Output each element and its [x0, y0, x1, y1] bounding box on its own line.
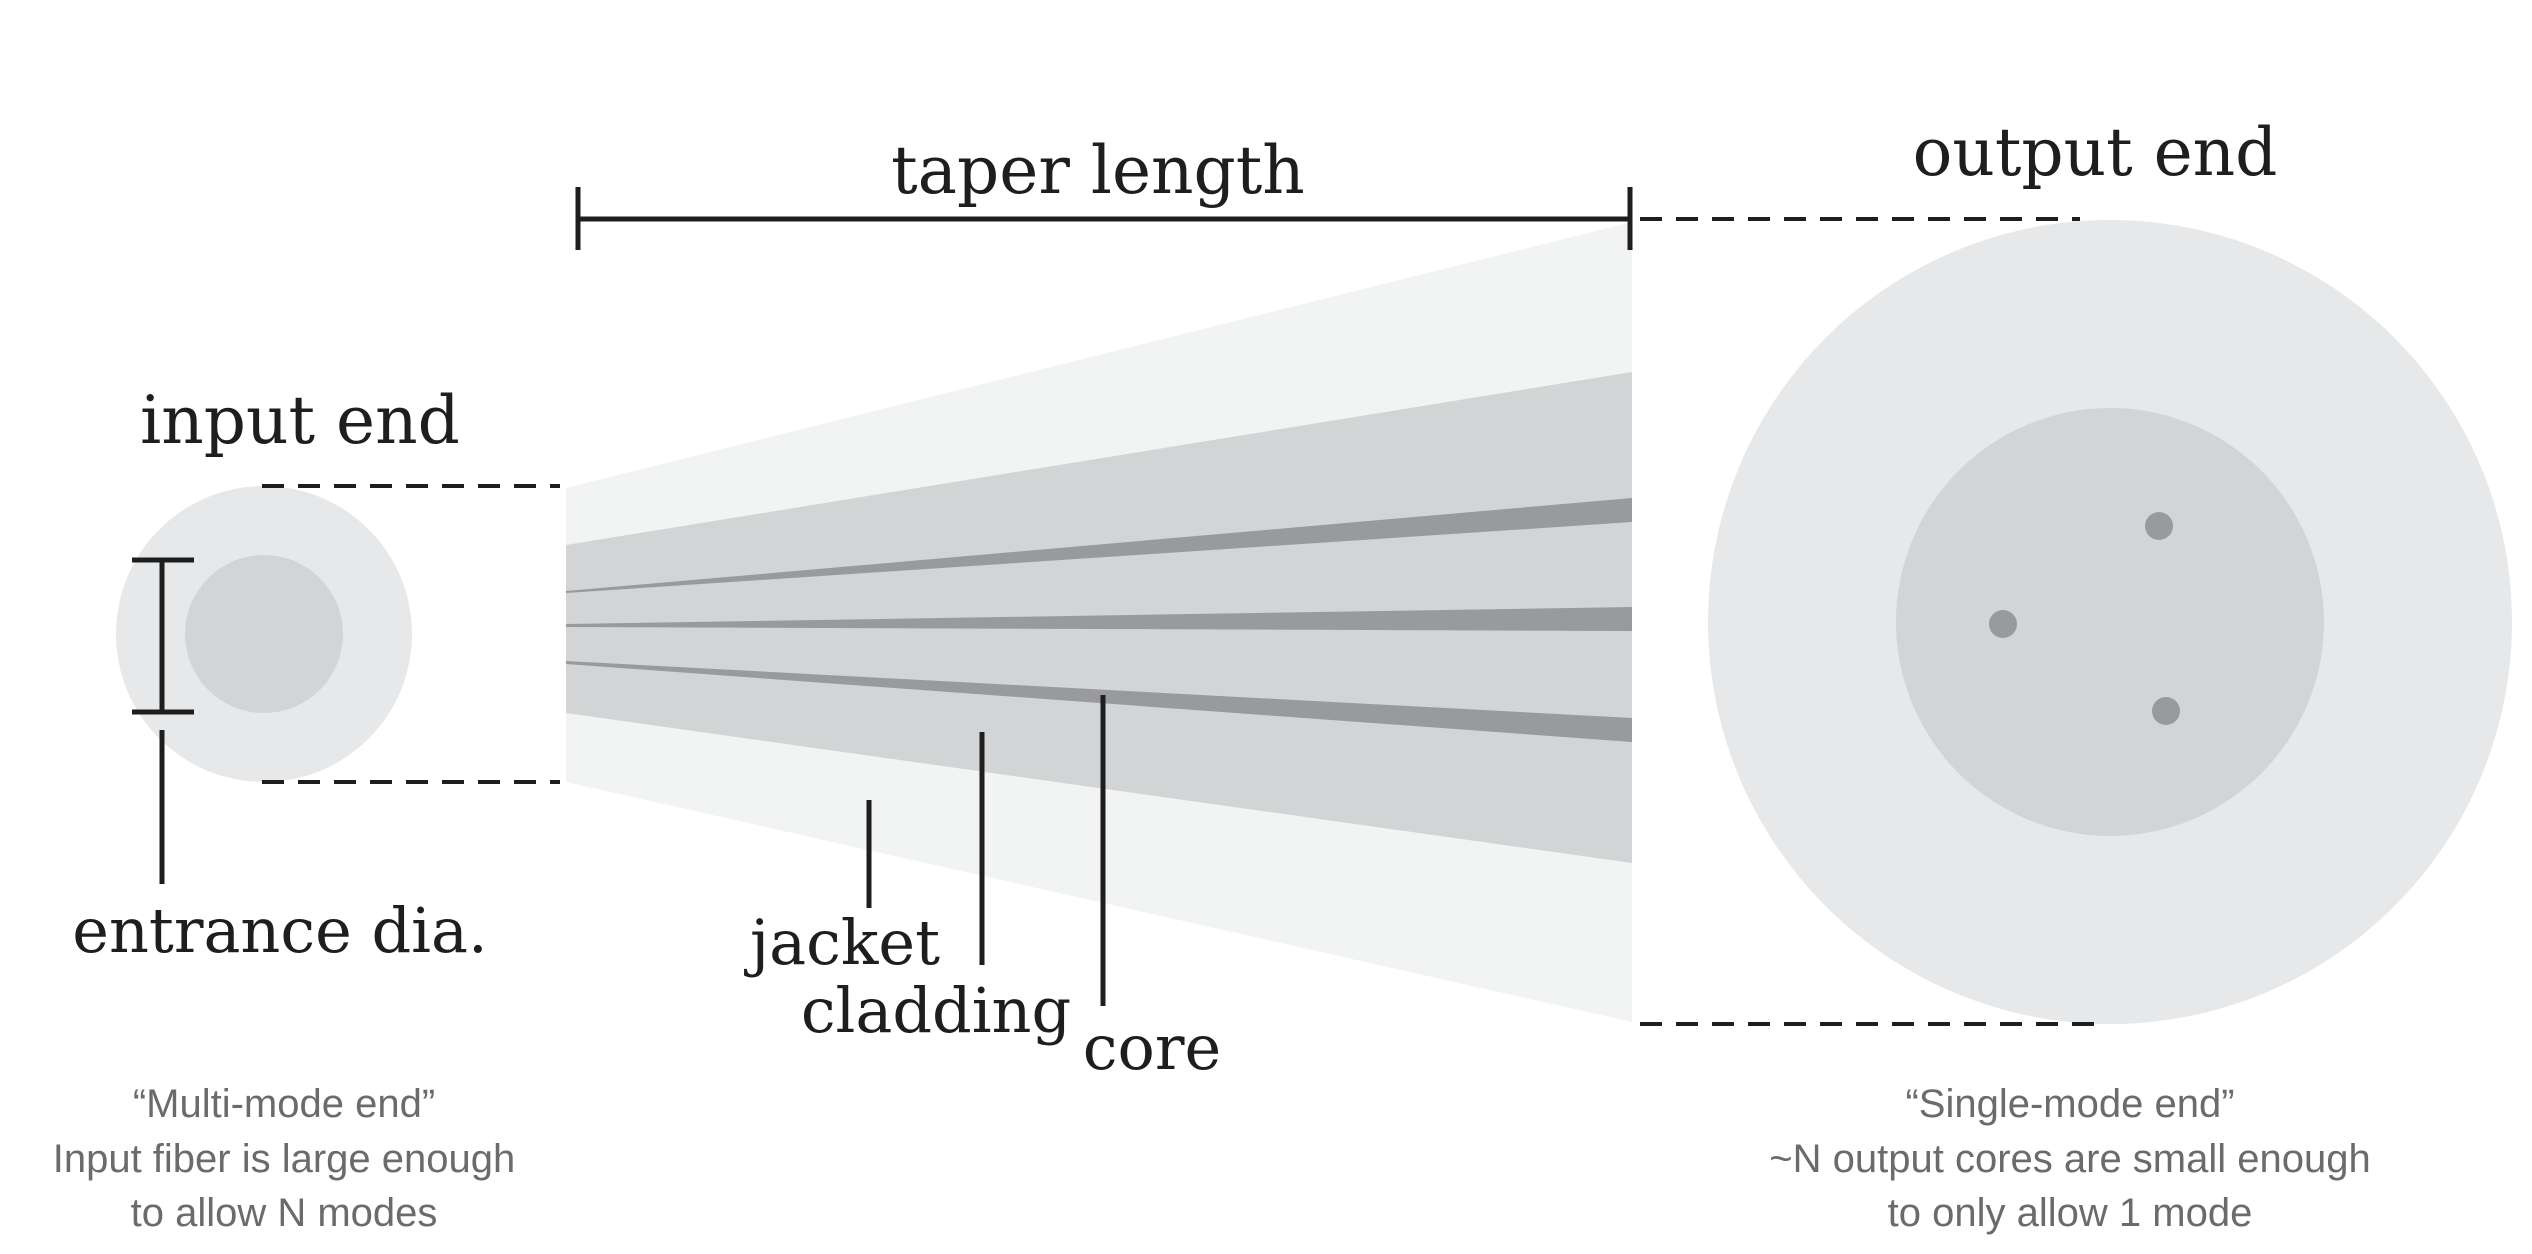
core-label: core [1083, 1011, 1221, 1084]
cladding-label: cladding [801, 974, 1071, 1047]
output-caption-line-3: to only allow 1 mode [1888, 1191, 2253, 1235]
output-end-cross-section [1708, 220, 2512, 1024]
output-caption-line-2: ~N output cores are small enough [1769, 1137, 2370, 1181]
input-caption-line-1: “Multi-mode end” [133, 1082, 435, 1126]
output-core-dot [1989, 610, 2017, 638]
output-end-label: output end [1913, 114, 2278, 191]
output-caption: “Single-mode end” ~N output cores are sm… [1769, 1082, 2370, 1235]
input-caption: “Multi-mode end” Input fiber is large en… [53, 1082, 516, 1235]
input-caption-line-2: Input fiber is large enough [53, 1137, 516, 1181]
layer-leader-lines [866, 695, 1106, 1006]
input-caption-line-3: to allow N modes [131, 1191, 438, 1235]
jacket-label: jacket [744, 906, 940, 979]
output-core-dot [2152, 697, 2180, 725]
taper-length-dimension [575, 187, 1633, 250]
output-cladding-circle [1896, 408, 2324, 836]
taper-body [566, 222, 1632, 1022]
output-caption-line-1: “Single-mode end” [1905, 1082, 2234, 1126]
taper-core-bottom [566, 661, 1632, 742]
entrance-dia-label: entrance dia. [72, 894, 487, 967]
entrance-diameter-marker [132, 557, 194, 884]
dashed-connectors [262, 217, 2100, 1026]
input-core-circle [185, 555, 343, 713]
taper-core-top [566, 498, 1632, 593]
taper-core-middle [566, 607, 1632, 631]
taper-length-label: taper length [891, 132, 1305, 209]
input-end-label: input end [140, 382, 460, 459]
output-core-dot [2145, 512, 2173, 540]
